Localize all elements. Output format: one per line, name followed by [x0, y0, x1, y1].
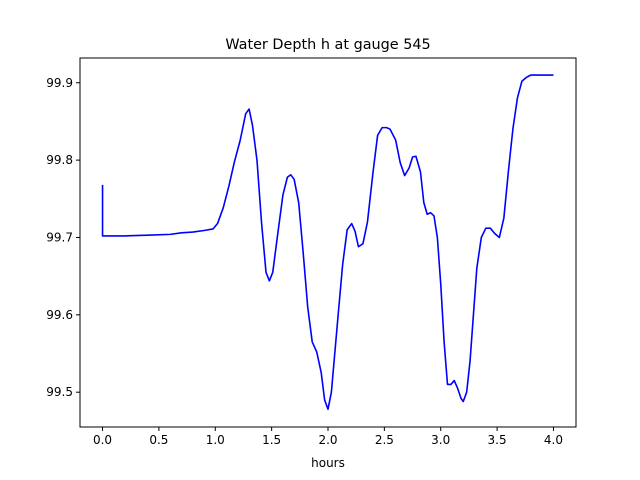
y-axis: 99.5 99.6 99.7 99.8 99.9	[46, 76, 80, 399]
x-tick-label: 0.0	[93, 433, 112, 447]
y-tick-label: 99.7	[46, 230, 73, 244]
x-tick-label: 3.0	[431, 433, 450, 447]
y-tick-label: 99.8	[46, 153, 73, 167]
series-layer	[101, 74, 554, 411]
y-tick-label: 99.9	[46, 76, 73, 90]
x-tick-label: 4.0	[544, 433, 563, 447]
x-axis: 0.0 0.5 1.0 1.5 2.0 2.5 3.0 3.5 4.0	[93, 427, 563, 447]
y-tick-label: 99.5	[46, 385, 73, 399]
x-tick-label: 2.0	[318, 433, 337, 447]
x-tick-label: 0.5	[149, 433, 168, 447]
x-tick-label: 1.5	[262, 433, 281, 447]
x-axis-label: hours	[311, 456, 345, 470]
x-tick-label: 3.5	[488, 433, 507, 447]
series-line-0	[101, 74, 554, 411]
chart-title: Water Depth h at gauge 545	[225, 37, 430, 53]
y-tick-label: 99.6	[46, 308, 73, 322]
x-tick-label: 1.0	[206, 433, 225, 447]
x-tick-label: 2.5	[375, 433, 394, 447]
